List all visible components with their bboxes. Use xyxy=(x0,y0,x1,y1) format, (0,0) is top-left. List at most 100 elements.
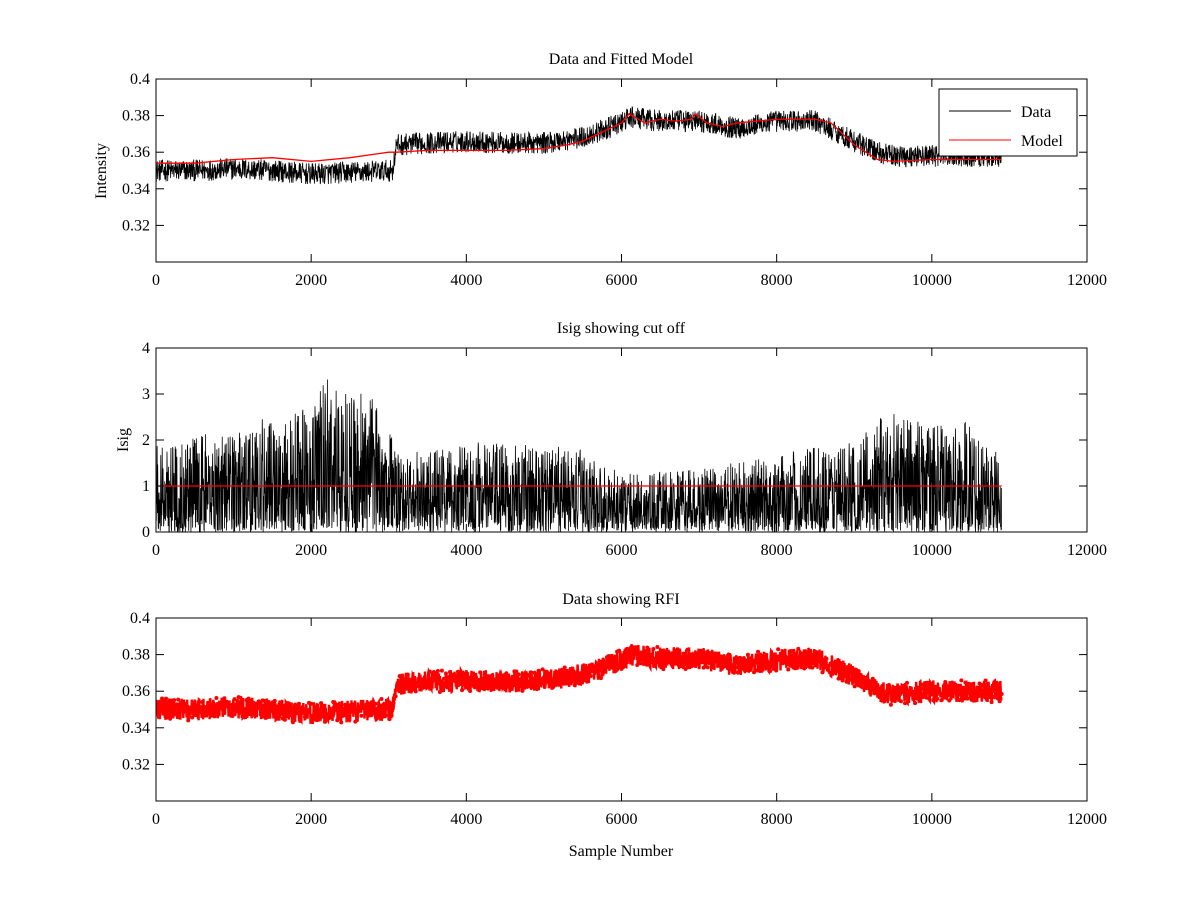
rfi-marker xyxy=(737,655,742,660)
rfi-marker xyxy=(548,675,553,680)
model-series-line xyxy=(156,112,1002,164)
rfi-marker xyxy=(727,659,732,664)
rfi-marker xyxy=(373,701,378,706)
rfi-marker xyxy=(218,703,223,708)
rfi-marker xyxy=(371,704,376,709)
rfi-marker xyxy=(186,718,191,723)
rfi-marker xyxy=(739,662,744,667)
x-tick-label: 12000 xyxy=(1067,272,1107,289)
rfi-marker xyxy=(542,684,547,689)
rfi-marker xyxy=(609,660,614,665)
rfi-marker xyxy=(808,657,813,662)
panel-isig-cutoff: Isig showing cut off Isig 0 2000 4000 6000 8… xyxy=(115,320,1107,559)
rfi-marker xyxy=(188,707,193,712)
rfi-marker xyxy=(760,655,765,660)
rfi-marker xyxy=(657,653,662,658)
rfi-marker xyxy=(890,693,895,698)
x-tick-label: 10000 xyxy=(912,811,952,828)
rfi-marker xyxy=(947,698,952,703)
rfi-marker xyxy=(381,706,386,711)
rfi-marker xyxy=(458,675,463,680)
rfi-marker xyxy=(824,656,829,661)
rfi-marker xyxy=(550,685,555,690)
rfi-marker xyxy=(190,715,195,720)
rfi-marker xyxy=(659,649,664,654)
x-tick-label: 12000 xyxy=(1067,542,1107,559)
rfi-marker xyxy=(953,682,958,687)
rfi-marker xyxy=(864,684,869,689)
rfi-marker xyxy=(625,646,630,651)
rfi-marker xyxy=(566,673,571,678)
rfi-marker xyxy=(546,680,551,685)
rfi-marker xyxy=(651,647,656,652)
rfi-marker xyxy=(437,689,442,694)
x-tick-label: 12000 xyxy=(1067,811,1107,828)
rfi-marker xyxy=(230,713,235,718)
rfi-marker xyxy=(222,696,227,701)
rfi-marker xyxy=(220,706,225,711)
rfi-marker xyxy=(214,695,219,700)
rfi-marker xyxy=(401,677,406,682)
rfi-marker xyxy=(518,682,523,687)
rfi-marker xyxy=(701,665,706,670)
rfi-marker xyxy=(494,677,499,682)
rfi-marker xyxy=(822,663,827,668)
rfi-marker xyxy=(677,649,682,654)
legend-box xyxy=(938,88,1078,157)
legend-label-model: Model xyxy=(1021,133,1063,150)
y-tick-label: 0.34 xyxy=(122,720,150,737)
rfi-marker xyxy=(456,669,461,674)
panel-1-title: Data and Fitted Model xyxy=(549,51,694,68)
rfi-marker xyxy=(685,647,690,652)
rfi-marker xyxy=(937,690,942,694)
rfi-marker xyxy=(472,684,477,689)
rfi-marker xyxy=(603,668,607,673)
x-tick-label: 8000 xyxy=(761,811,793,828)
rfi-marker xyxy=(709,657,714,662)
rfi-marker xyxy=(623,655,628,660)
rfi-marker xyxy=(951,687,956,692)
rfi-marker xyxy=(993,691,998,696)
rfi-marker xyxy=(570,667,575,672)
y-tick-label: 0.36 xyxy=(122,683,150,700)
rfi-marker xyxy=(967,690,972,695)
rfi-marker xyxy=(818,655,823,660)
rfi-marker xyxy=(580,668,585,673)
rfi-marker xyxy=(319,701,324,706)
rfi-marker xyxy=(333,704,338,709)
rfi-marker xyxy=(466,677,471,682)
x-tick-label: 8000 xyxy=(761,272,793,289)
rfi-marker xyxy=(747,656,752,661)
rfi-marker xyxy=(305,707,310,712)
rfi-marker xyxy=(673,654,678,659)
rfi-marker xyxy=(840,678,845,683)
panel-3-axes: 0 2000 4000 6000 8000 10000 12000 0.32 0.34 0.36 0… xyxy=(122,610,1107,828)
rfi-marker xyxy=(522,684,527,689)
rfi-marker xyxy=(484,673,489,678)
rfi-marker xyxy=(351,710,356,715)
rfi-marker xyxy=(766,664,771,669)
x-tick-label: 6000 xyxy=(606,811,638,828)
rfi-marker xyxy=(309,701,314,706)
rfi-marker xyxy=(725,666,730,671)
rfi-marker xyxy=(516,672,521,677)
rfi-marker xyxy=(637,653,642,658)
panel-3-plot-area xyxy=(156,643,1004,726)
y-tick-label: 0.38 xyxy=(122,647,150,664)
rfi-marker xyxy=(697,650,702,655)
rfi-marker xyxy=(995,696,1000,701)
rfi-marker xyxy=(435,669,440,674)
rfi-marker xyxy=(850,675,855,680)
rfi-marker xyxy=(369,700,374,705)
rfi-marker xyxy=(282,717,287,722)
rfi-marker xyxy=(929,692,934,697)
rfi-marker xyxy=(337,711,342,716)
rfi-marker xyxy=(562,665,567,670)
y-tick-label: 0.32 xyxy=(122,756,150,773)
rfi-marker xyxy=(488,685,493,690)
x-tick-label: 8000 xyxy=(761,542,793,559)
rfi-marker xyxy=(794,658,799,663)
panel-1-plot-area xyxy=(156,106,1003,185)
x-tick-label: 2000 xyxy=(295,811,327,828)
rfi-marker xyxy=(166,711,171,716)
